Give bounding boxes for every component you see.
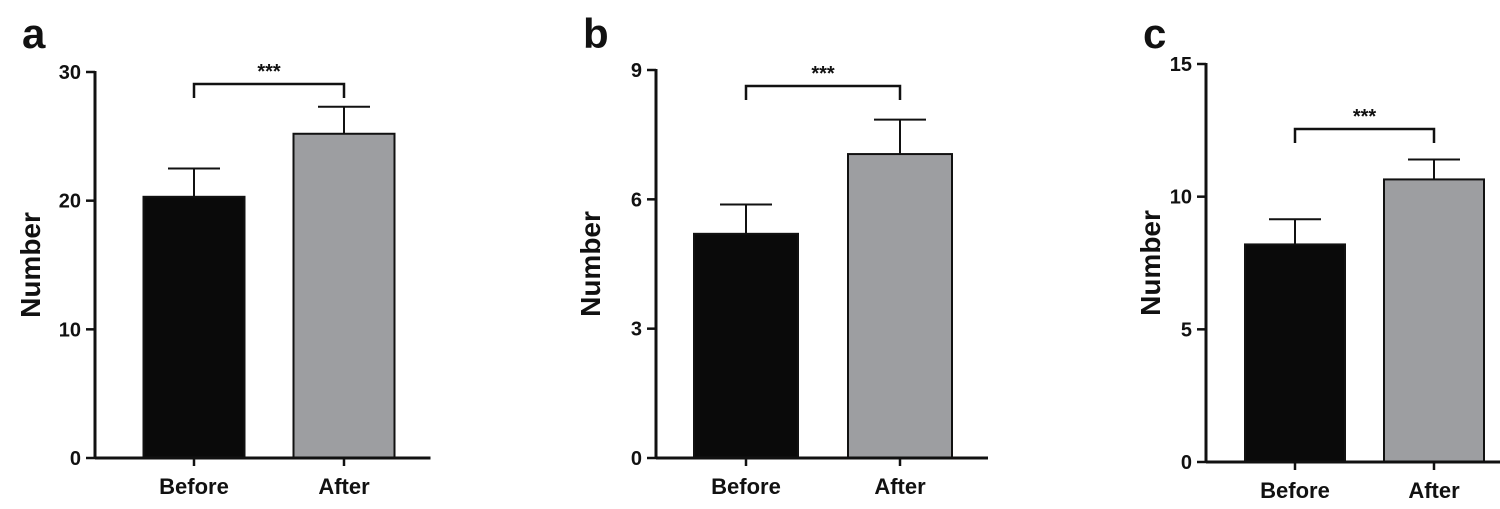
y-tick-label: 10 [1170, 187, 1192, 209]
bar-after [292, 132, 396, 459]
y-tick-label: 9 [631, 60, 642, 82]
bar-before [142, 195, 246, 459]
bar-before [693, 232, 799, 459]
significance-bracket [192, 82, 346, 98]
x-tick-label: After [318, 474, 370, 499]
y-tick-label: 0 [631, 448, 642, 470]
significance-label: *** [811, 63, 835, 85]
y-tick-label: 0 [1181, 452, 1192, 474]
y-tick-label: 20 [59, 191, 81, 213]
y-tick-label: 3 [631, 319, 642, 341]
panel-letter-b: b [583, 10, 609, 57]
y-tick-label: 30 [59, 62, 81, 84]
y-tick-label: 10 [59, 319, 81, 341]
x-tick-label: Before [1260, 478, 1330, 503]
y-tick-label: 6 [631, 189, 642, 211]
bar-after [847, 153, 953, 459]
y-axis-label: Number [15, 212, 46, 318]
significance-bracket [744, 84, 902, 100]
y-axis-label: Number [575, 211, 606, 317]
x-tick-label: After [874, 474, 926, 499]
y-tick-label: 15 [1170, 54, 1192, 76]
x-tick-label: Before [159, 474, 229, 499]
y-tick-label: 5 [1181, 319, 1192, 341]
significance-bracket [1293, 127, 1436, 143]
panel-letter-c: c [1143, 10, 1166, 57]
bar-before [1244, 243, 1346, 463]
x-tick-label: After [1408, 478, 1460, 503]
y-tick-label: 0 [70, 448, 81, 470]
significance-label: *** [257, 61, 281, 83]
panel-letter-a: a [22, 10, 46, 57]
y-axis-label: Number [1135, 210, 1166, 316]
bar-after [1383, 178, 1485, 463]
significance-label: *** [1353, 106, 1377, 128]
x-tick-label: Before [711, 474, 781, 499]
